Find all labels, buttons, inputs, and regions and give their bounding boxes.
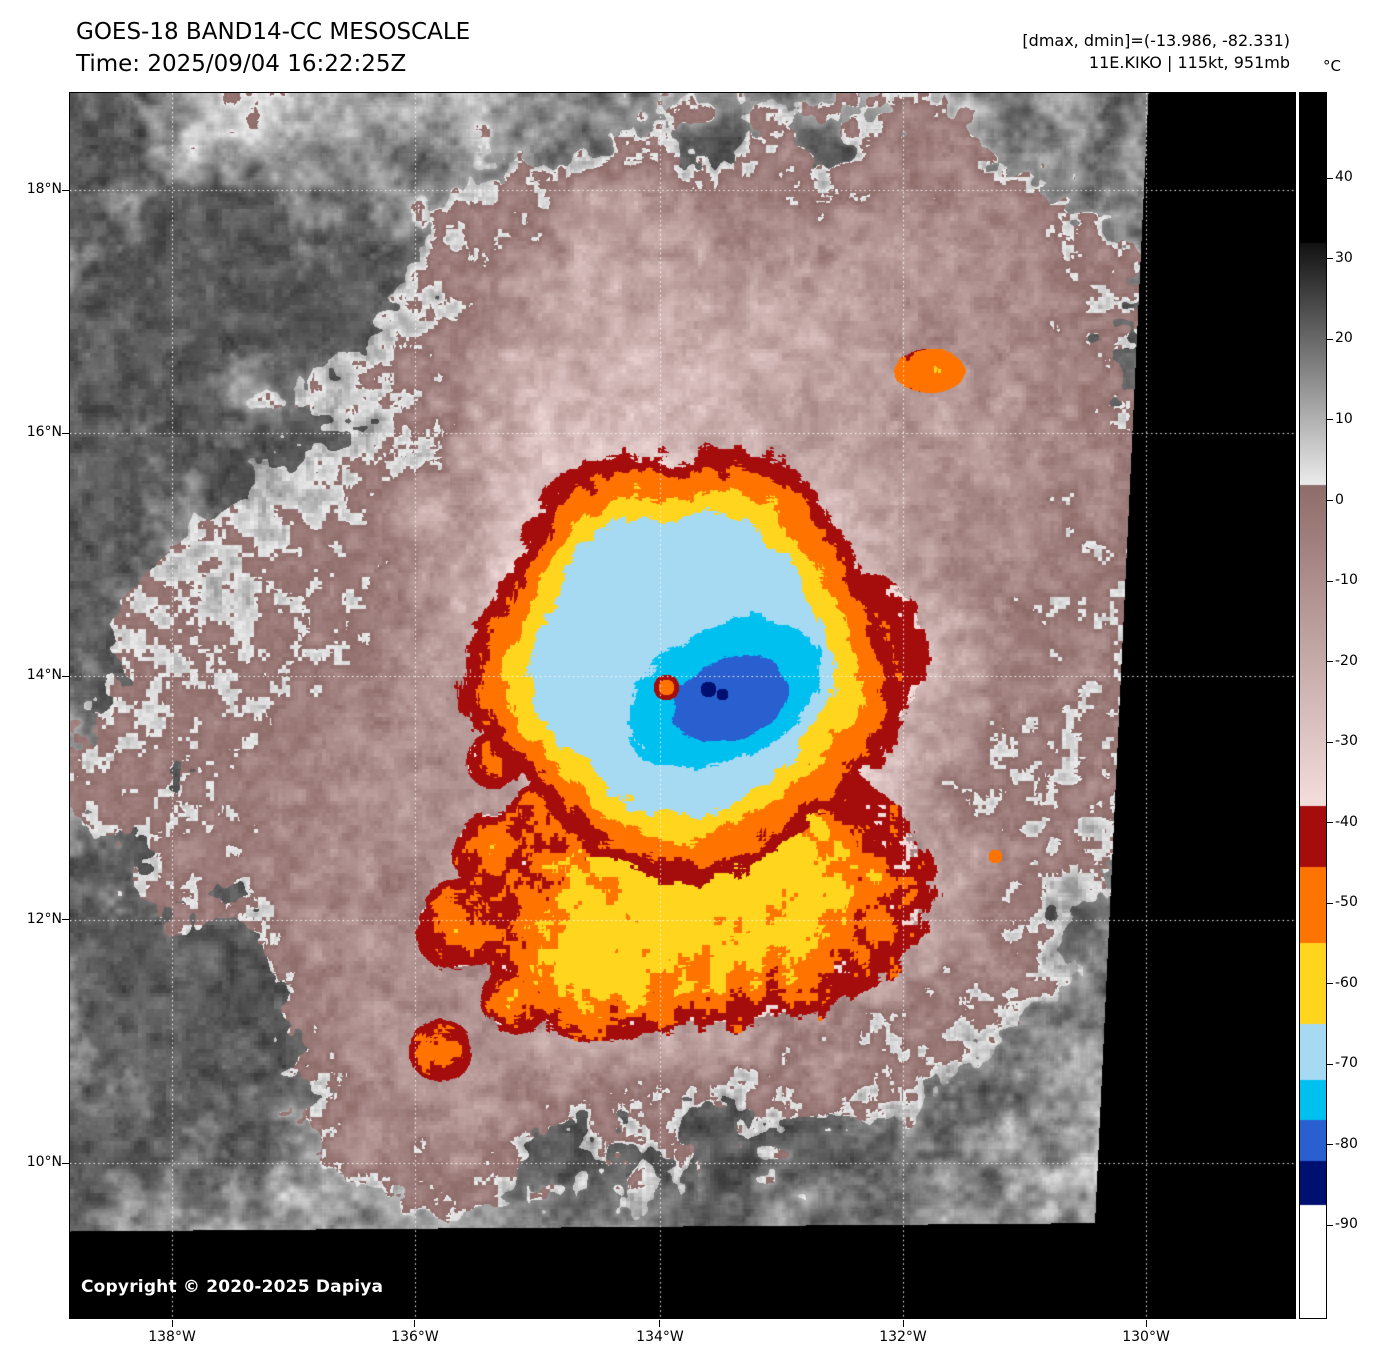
lon-tick-label: 130°W: [1122, 1329, 1170, 1345]
lat-tick-mark: [62, 919, 69, 921]
colorbar-tick-label: -90: [1335, 1216, 1358, 1233]
colorbar-tick-label: -10: [1335, 572, 1358, 589]
lon-tick-mark: [902, 1320, 904, 1327]
lat-tick-mark: [62, 432, 69, 434]
colorbar-tick-label: 10: [1335, 410, 1353, 427]
lat-tick-label: 14°N: [26, 667, 62, 684]
lon-tick-mark: [659, 1320, 661, 1327]
colorbar-tick-label: -60: [1335, 974, 1358, 991]
lat-tick-label: 10°N: [26, 1154, 62, 1171]
lat-tick-mark: [62, 1162, 69, 1164]
lon-tick-mark: [414, 1320, 416, 1327]
colorbar-tick-mark: [1327, 580, 1333, 582]
colorbar-tick-mark: [1327, 983, 1333, 985]
lat-tick-label: 12°N: [26, 910, 62, 927]
lon-tick-label: 136°W: [391, 1329, 439, 1345]
colorbar-tick-label: 30: [1335, 249, 1353, 266]
colorbar-tick-mark: [1327, 1224, 1333, 1226]
colorbar-tick-mark: [1327, 1063, 1333, 1065]
colorbar-tick-mark: [1327, 258, 1333, 260]
colorbar-tick-mark: [1327, 177, 1333, 179]
colorbar-tick-mark: [1327, 902, 1333, 904]
colorbar-tick-mark: [1327, 661, 1333, 663]
lon-tick-mark: [171, 1320, 173, 1327]
colorbar-tick-mark: [1327, 1144, 1333, 1146]
colorbar-tick-label: -80: [1335, 1135, 1358, 1152]
title-block: GOES-18 BAND14-CC MESOSCALE Time: 2025/0…: [76, 16, 470, 80]
colorbar-tick-label: 20: [1335, 330, 1353, 347]
copyright-notice: Copyright © 2020-2025 Dapiya: [81, 1277, 384, 1297]
data-range-readout: [dmax, dmin]=(-13.986, -82.331): [1022, 31, 1290, 50]
figure-title: GOES-18 BAND14-CC MESOSCALE: [76, 19, 471, 45]
colorbar-tick-label: -30: [1335, 733, 1358, 750]
colorbar-tick-mark: [1327, 338, 1333, 340]
satellite-map-frame: Copyright © 2020-2025 Dapiya: [69, 92, 1296, 1319]
colorbar-tick-mark: [1327, 419, 1333, 421]
lat-tick-label: 18°N: [26, 181, 62, 198]
colorbar-tick-mark: [1327, 741, 1333, 743]
lon-tick-label: 134°W: [636, 1329, 684, 1345]
lon-tick-label: 132°W: [879, 1329, 927, 1345]
colorbar-tick-label: -50: [1335, 894, 1358, 911]
colorbar-tick-label: 0: [1335, 491, 1344, 508]
colorbar-canvas: [1300, 93, 1326, 1318]
colorbar-tick-mark: [1327, 822, 1333, 824]
colorbar-tick-mark: [1327, 500, 1333, 502]
colorbar-tick-label: -70: [1335, 1055, 1358, 1072]
colorbar-tick-label: -20: [1335, 652, 1358, 669]
lat-tick-mark: [62, 189, 69, 191]
figure-timestamp: Time: 2025/09/04 16:22:25Z: [76, 51, 407, 77]
colorbar-tick-label: -40: [1335, 813, 1358, 830]
lat-tick-mark: [62, 675, 69, 677]
storm-info-readout: 11E.KIKO | 115kt, 951mb: [1088, 53, 1290, 72]
lon-tick-label: 138°W: [148, 1329, 196, 1345]
colorbar-frame: [1299, 92, 1327, 1319]
lon-tick-mark: [1145, 1320, 1147, 1327]
lat-tick-label: 16°N: [26, 424, 62, 441]
header-right-block: [dmax, dmin]=(-13.986, -82.331) 11E.KIKO…: [1022, 30, 1290, 74]
colorbar-unit-label: °C: [1323, 57, 1341, 75]
satellite-image-canvas: [70, 93, 1295, 1318]
colorbar-tick-label: 40: [1335, 169, 1353, 186]
